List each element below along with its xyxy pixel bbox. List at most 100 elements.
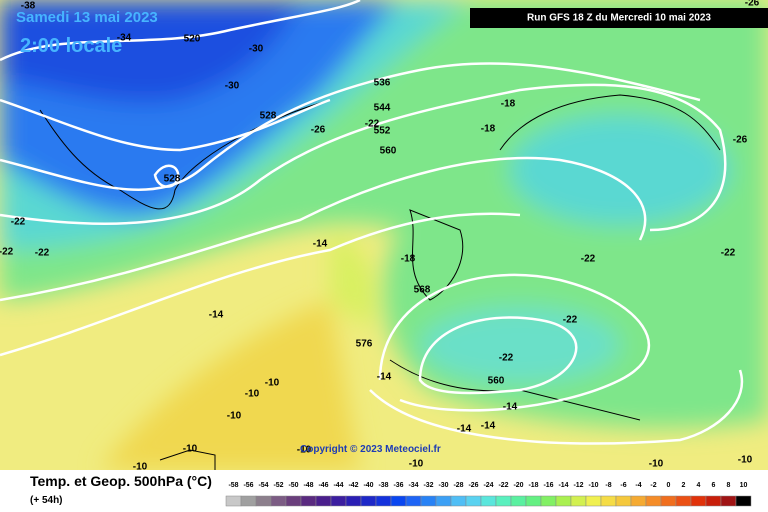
isoline-label: -18 (481, 124, 496, 135)
legend-label: 6 (712, 482, 716, 489)
legend-cell (330, 495, 347, 507)
legend-cell (510, 495, 527, 507)
legend-cell (570, 495, 587, 507)
legend-label: -14 (558, 482, 568, 489)
legend-cell (360, 495, 377, 507)
temperature-field (0, 0, 768, 470)
isoline-label: -10 (265, 378, 280, 389)
date: Samedi 13 mai 2023 (16, 9, 158, 26)
isoline-label: -14 (313, 239, 328, 250)
legend: -58 -56 -54 -52 -50 -48 -46 -44 -42 -40 -38 -36 -34-… (225, 482, 752, 507)
isoline-label: 528 (164, 174, 181, 185)
legend-label: -28 (453, 482, 463, 489)
isoline-label: 520 (184, 34, 201, 45)
isoline-label: -22 (581, 254, 596, 265)
isoline-label: -14 (457, 424, 472, 435)
isoline-label: -26 (733, 135, 748, 146)
isoline-label: -10 (297, 445, 312, 456)
legend-label: -6 (620, 482, 626, 489)
legend-label: -10 (588, 482, 598, 489)
legend-cell (705, 495, 722, 507)
legend-cell (345, 495, 362, 507)
isoline-label: -10 (133, 462, 148, 473)
isoline-label: -30 (249, 44, 264, 55)
isoline-label: -26 (745, 0, 760, 9)
legend-label: -12 (573, 482, 583, 489)
legend-label: -32 (423, 482, 433, 489)
isoline-label: -22 (365, 119, 380, 130)
legend-label: -44 (333, 482, 343, 489)
time: 2:00 locale (20, 35, 122, 57)
isoline-label: 560 (380, 146, 397, 157)
legend-label: 4 (697, 482, 701, 489)
legend-cell (525, 495, 542, 507)
legend-label: -26 (468, 482, 478, 489)
legend-label: 10 (740, 482, 748, 489)
isoline-label: 528 (260, 111, 277, 122)
legend-cell (315, 495, 332, 507)
isoline-label: -10 (227, 411, 242, 422)
isoline-label: -22 (0, 247, 14, 258)
legend-label: -36 (393, 482, 403, 489)
isoline-label: -18 (501, 99, 516, 110)
legend-label: -16 (543, 482, 553, 489)
isoline-label: -10 (649, 459, 664, 470)
footer-title: Temp. et Geop. 500hPa (°C) (30, 473, 212, 489)
isoline-label: 544 (374, 103, 391, 114)
legend-cell (555, 495, 572, 507)
legend-cell (240, 495, 257, 507)
isoline-label: -10 (245, 389, 260, 400)
legend-cell (225, 495, 242, 507)
legend-label: -58 (228, 482, 238, 489)
isoline-label: -10 (409, 459, 424, 470)
legend-cell (660, 495, 677, 507)
isoline-label: -18 (401, 254, 416, 265)
isoline-label: -22 (499, 353, 514, 364)
run-box (470, 8, 768, 28)
legend-label: -18 (528, 482, 538, 489)
legend-label: 8 (727, 482, 731, 489)
legend-label: -38 (378, 482, 388, 489)
isoline-label: -14 (481, 421, 496, 432)
legend-label: -56 (243, 482, 253, 489)
isoline-label: 552 (374, 126, 391, 137)
legend-label: -24 (483, 482, 493, 489)
legend-label: -42 (348, 482, 358, 489)
legend-cell (585, 495, 602, 507)
run-info: Run GFS 18 Z du Mercredi 10 mai 2023 (527, 13, 711, 24)
legend-label: -40 (363, 482, 373, 489)
legend-label: -54 (258, 482, 268, 489)
legend-label: 0 (667, 482, 671, 489)
legend-cell (285, 495, 302, 507)
legend-cell (495, 495, 512, 507)
legend-label: -48 (303, 482, 313, 489)
legend-cell (690, 495, 707, 507)
isoline-label: -34 (117, 33, 132, 44)
legend-cell (435, 495, 452, 507)
legend-label: -22 (498, 482, 508, 489)
legend-label: -20 (513, 482, 523, 489)
legend-cell (255, 495, 272, 507)
legend-cell (465, 495, 482, 507)
legend-cell (300, 495, 317, 507)
legend-cell (615, 495, 632, 507)
legend-cell (405, 495, 422, 507)
isoline-label: -22 (721, 248, 736, 259)
legend-cell (675, 495, 692, 507)
legend-label: 2 (682, 482, 686, 489)
isoline-label: -14 (209, 310, 224, 321)
legend-cell (630, 495, 647, 507)
isoline-label: -22 (35, 248, 50, 259)
isoline-label: 576 (356, 339, 373, 350)
legend-cell (600, 495, 617, 507)
legend-cell (450, 495, 467, 507)
isoline-label: -22 (563, 315, 578, 326)
isoline-label: -10 (738, 455, 753, 466)
legend-label: -30 (438, 482, 448, 489)
legend-cell (540, 495, 557, 507)
legend-cell (735, 495, 752, 507)
legend-cell (270, 495, 287, 507)
